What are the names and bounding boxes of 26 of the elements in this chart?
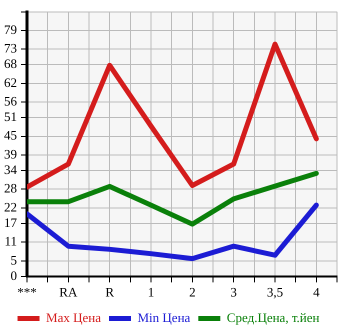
legend-label: Сред.Цена, т.йен (226, 310, 320, 325)
y-tick-label: 5 (10, 252, 17, 268)
x-tick-label: 4 (313, 284, 320, 300)
y-tick-label: 68 (4, 56, 17, 72)
y-tick-label: 39 (4, 146, 17, 162)
y-tick-label: 79 (4, 22, 17, 37)
x-tick-label: *** (17, 284, 37, 300)
legend-label: Min Цена (138, 310, 191, 325)
y-tick-label: 45 (4, 128, 17, 143)
y-tick-label: 0 (10, 268, 17, 283)
x-tick-label: 1 (148, 284, 154, 300)
x-tick-label: 2 (189, 284, 196, 300)
y-tick-label: 28 (4, 180, 17, 196)
y-tick-label: 56 (4, 93, 18, 108)
x-tick-label: 3,5 (266, 284, 284, 300)
x-tick-label: R (105, 284, 114, 300)
y-tick-label: 17 (4, 214, 18, 230)
y-tick-label: 22 (4, 199, 17, 214)
x-tick-label: 3 (230, 284, 237, 300)
x-tick-label: RA (59, 284, 78, 300)
y-tick-label: 62 (4, 74, 17, 90)
y-tick-label: 11 (4, 234, 17, 249)
legend-label: Max Цена (46, 310, 102, 325)
y-tick-label: 73 (4, 40, 17, 56)
y-tick-label: 51 (4, 109, 17, 124)
y-tick-label: 34 (4, 162, 18, 177)
